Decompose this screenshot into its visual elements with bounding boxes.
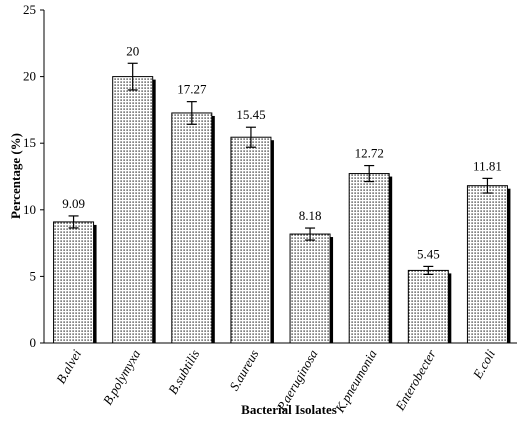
y-tick-label: 20 xyxy=(23,69,36,84)
y-tick-label: 25 xyxy=(23,2,36,17)
x-axis-title: Bacterial Isolates xyxy=(241,402,337,417)
data-label: 11.81 xyxy=(473,158,502,173)
data-label: 8.18 xyxy=(299,208,322,223)
bar xyxy=(407,269,449,344)
bar xyxy=(171,112,213,344)
y-tick-label: 10 xyxy=(23,202,36,217)
axes-layer: 0 5 10 15 20 25 xyxy=(23,2,517,350)
y-tick-label: 5 xyxy=(30,268,37,283)
data-label: 5.45 xyxy=(417,246,440,261)
bar xyxy=(466,185,508,344)
bar xyxy=(348,173,390,344)
data-label: 9.09 xyxy=(62,196,85,211)
x-tick-label: Enterobecter xyxy=(392,346,440,414)
x-tick-label: B.alvei xyxy=(53,347,84,386)
bar xyxy=(53,221,95,344)
x-tick-label: B.polymyxa xyxy=(100,347,144,408)
data-label: 20 xyxy=(126,43,139,58)
y-tick-label: 0 xyxy=(30,335,37,350)
data-label: 17.27 xyxy=(177,82,207,97)
data-label: 15.45 xyxy=(236,107,265,122)
bar xyxy=(112,76,154,344)
bar xyxy=(289,233,331,344)
x-tick-label: B.subtilis xyxy=(165,347,202,397)
bars-layer xyxy=(53,62,511,344)
y-axis-title: Percentage (%) xyxy=(8,133,23,219)
x-tick-label: E.coli xyxy=(469,347,498,382)
data-label: 12.72 xyxy=(355,146,384,161)
x-tick-label: K.pneumonia xyxy=(331,347,380,416)
x-tick-label: S.aureus xyxy=(226,347,261,393)
bar xyxy=(230,136,272,344)
y-tick-label: 15 xyxy=(23,135,36,150)
